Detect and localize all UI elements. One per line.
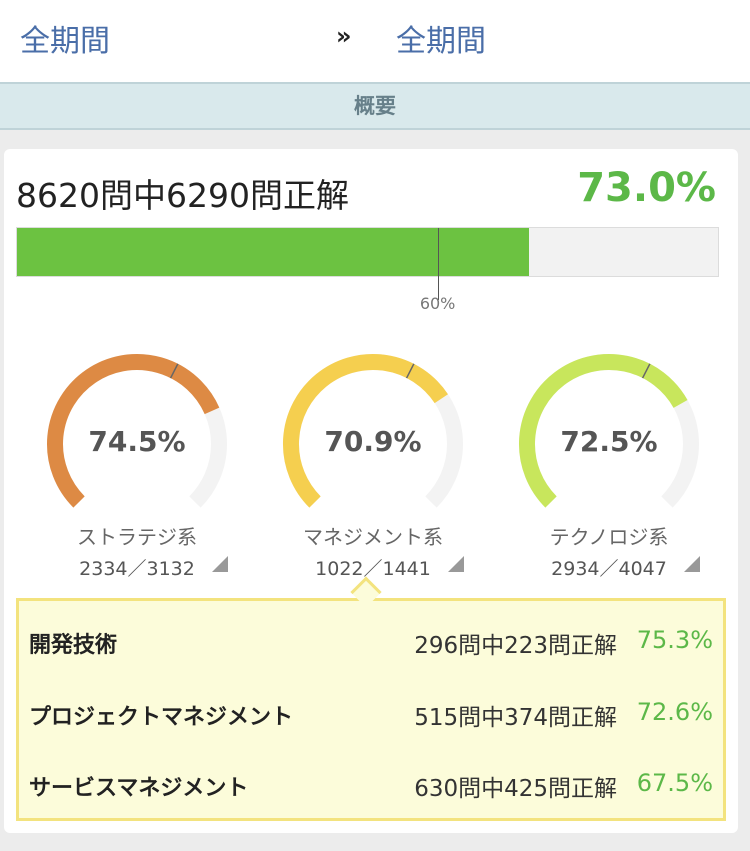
detail-count: 515問中374問正解 (414, 705, 617, 731)
detail-rate: 75.3% (636, 626, 713, 654)
gauge-fill (519, 353, 688, 508)
detail-row[interactable]: 開発技術 296問中223問正解 75.3% (19, 613, 723, 673)
gauge-management-ring (283, 353, 463, 508)
gauge-count: 2934／4047 (551, 558, 667, 580)
gauge-fill (47, 354, 220, 508)
detail-row[interactable]: サービスマネジメント 630問中425問正解 67.5% (19, 756, 723, 816)
detail-name: プロジェクトマネジメント (29, 705, 294, 730)
detail-name: サービスマネジメント (29, 776, 249, 801)
gauge-count: 2334／3132 (79, 558, 195, 580)
detail-count: 630問中425問正解 (414, 776, 617, 802)
expand-triangle-icon[interactable] (448, 556, 464, 572)
summary-rate: 73.0% (577, 165, 716, 211)
period-arrow: » (336, 22, 352, 50)
detail-rate: 67.5% (636, 769, 713, 797)
expand-triangle-icon[interactable] (212, 556, 228, 572)
gauge-label: ストラテジ系 (77, 525, 197, 549)
summary-count: 8620問中6290問正解 (16, 176, 349, 215)
progress-bar: 60% (16, 227, 719, 313)
threshold-marker (437, 228, 439, 300)
detail-count: 296問中223問正解 (414, 633, 617, 659)
period-bar: 全期間 » 全期間 (0, 0, 750, 82)
detail-rate: 72.6% (636, 698, 713, 726)
gauge-value: 70.9% (324, 425, 422, 458)
gauge-label: テクノロジ系 (549, 525, 669, 549)
gauge-management: 70.9% マネジメント系 1022／1441 (278, 349, 478, 580)
gauge-threshold-tick (641, 363, 651, 379)
gauge-label: マネジメント系 (303, 525, 443, 549)
period-from-link[interactable]: 全期間 (20, 24, 110, 59)
gauge-value: 74.5% (88, 425, 186, 458)
expand-triangle-icon[interactable] (684, 556, 700, 572)
gauge-threshold-tick (169, 363, 179, 379)
gauge-strategy-ring (47, 354, 227, 508)
gauge-count: 1022／1441 (315, 558, 431, 580)
summary-card: 8620問中6290問正解 73.0% 60% 74.5% ストラテジ系 233… (4, 149, 738, 833)
progress-bar-fill (17, 228, 529, 276)
gauge-value: 72.5% (560, 425, 658, 458)
detail-panel: 開発技術 296問中223問正解 75.3% プロジェクトマネジメント 515問… (16, 598, 726, 821)
period-to-link[interactable]: 全期間 (396, 24, 486, 59)
detail-row[interactable]: プロジェクトマネジメント 515問中374問正解 72.6% (19, 685, 723, 745)
gauge-technology-ring (519, 353, 699, 508)
detail-name: 開発技術 (29, 633, 118, 658)
threshold-label: 60% (419, 294, 456, 313)
gauge-fill (283, 353, 448, 508)
gauge-strategy: 74.5% ストラテジ系 2334／3132 (42, 349, 242, 580)
gauge-technology: 72.5% テクノロジ系 2934／4047 (514, 349, 714, 580)
section-header: 概要 (0, 82, 750, 130)
gauge-threshold-tick (405, 363, 415, 379)
